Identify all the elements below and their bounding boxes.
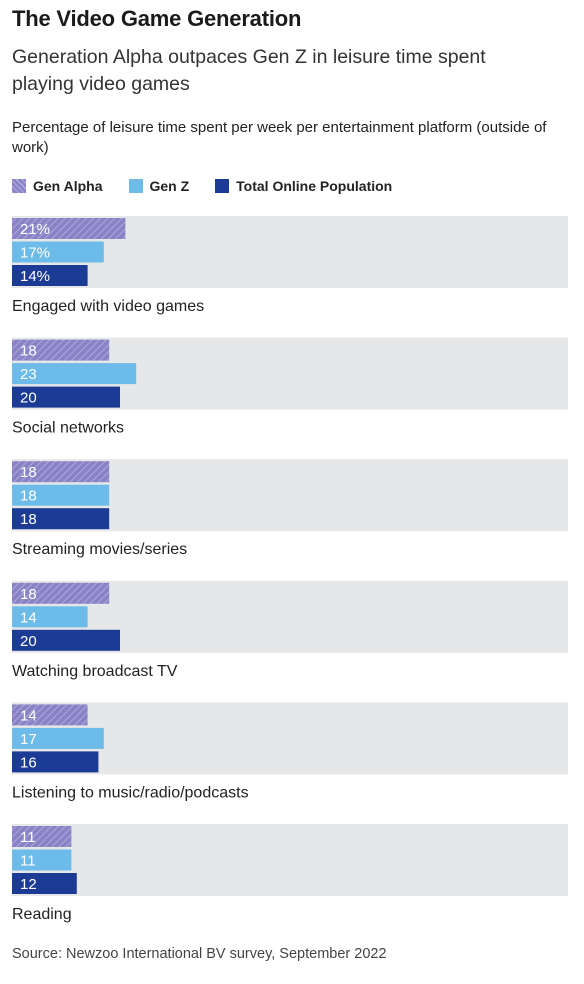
bar-gen-z (12, 363, 137, 385)
chart-subtitle: Generation Alpha outpaces Gen Z in leisu… (12, 46, 486, 95)
bar-gen-alpha (12, 826, 72, 847)
category-group: 11 11 12 Reading (12, 824, 568, 923)
data-label-gen-alpha: 14 (20, 707, 37, 724)
data-label-gen-alpha: 18 (20, 586, 37, 603)
bar-gen-z (12, 727, 104, 749)
legend-item-gen-z: Gen Z (128, 178, 190, 194)
category-group: 18 18 18 Streaming movies/series (12, 459, 568, 558)
bar-gen-alpha (12, 339, 110, 361)
category-label: Listening to music/radio/podcasts (12, 784, 249, 801)
data-label-gen-z: 17% (20, 245, 50, 262)
legend-label-total: Total Online Population (236, 178, 393, 194)
bar-total (12, 873, 77, 894)
data-label-gen-alpha: 21% (20, 221, 50, 238)
data-label-total: 16 (20, 754, 37, 771)
data-label-total: 20 (20, 390, 37, 407)
data-label-total: 14% (20, 268, 50, 285)
category-panel (12, 702, 568, 775)
data-label-gen-z: 17 (20, 731, 37, 748)
data-label-gen-alpha: 11 (20, 829, 36, 846)
data-label-total: 12 (20, 876, 37, 893)
data-label-total: 20 (20, 633, 37, 650)
data-label-total: 18 (20, 511, 37, 528)
category-panel (12, 824, 568, 896)
data-label-gen-z: 23 (20, 366, 37, 383)
data-label-gen-z: 11 (20, 853, 36, 870)
bar-total (12, 751, 99, 773)
legend-label-gen-alpha: Gen Alpha (33, 178, 103, 194)
source-note: Source: Newzoo International BV survey, … (12, 946, 387, 962)
category-label: Social networks (12, 420, 124, 437)
bar-gen-alpha (12, 704, 88, 726)
bar-gen-z (12, 606, 88, 628)
bar-gen-z (12, 484, 110, 506)
bar-gen-alpha (12, 582, 110, 604)
legend-swatch-total (215, 179, 230, 193)
legend-swatch-gen-z (128, 179, 143, 193)
legend-item-gen-alpha: Gen Alpha (12, 178, 103, 194)
data-label-gen-z: 18 (20, 488, 37, 505)
category-group: 21% 17% 14% Engaged with video games (12, 216, 568, 315)
data-label-gen-z: 14 (20, 609, 37, 626)
category-label: Watching broadcast TV (12, 663, 178, 680)
category-group: 14 17 16 Listening to music/radio/podcasts (12, 702, 568, 801)
chart-title: The Video Game Generation (12, 6, 302, 31)
legend-label-gen-z: Gen Z (149, 178, 190, 194)
data-label-gen-alpha: 18 (20, 464, 37, 481)
bar-total (12, 265, 88, 286)
category-label: Engaged with video games (12, 298, 204, 315)
legend-item-total: Total Online Population (215, 178, 392, 194)
legend-swatch-gen-alpha (12, 179, 26, 193)
category-label: Streaming movies/series (12, 541, 187, 558)
measure-label: Percentage of leisure time spent per wee… (12, 119, 547, 156)
legend: Gen Alpha Gen Z Total Online Population (12, 178, 418, 194)
bar-gen-alpha (12, 461, 110, 483)
bar-total (12, 386, 120, 408)
bar-total (12, 508, 110, 530)
bar-gen-z (12, 849, 72, 871)
bar-gen-alpha (12, 218, 126, 239)
bar-gen-z (12, 241, 104, 263)
bar-total (12, 629, 120, 651)
category-label: Reading (12, 906, 72, 923)
data-label-gen-alpha: 18 (20, 343, 37, 360)
category-group: 18 23 20 Social networks (12, 337, 568, 437)
category-group: 18 14 20 Watching broadcast TV (12, 580, 568, 680)
